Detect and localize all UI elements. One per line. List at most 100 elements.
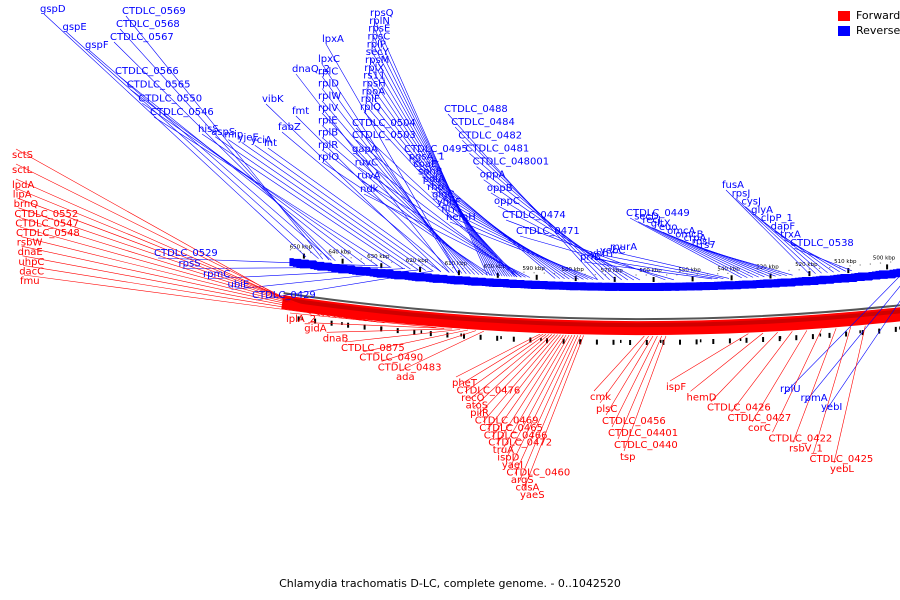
forward-gene-label: ada bbox=[396, 372, 415, 383]
forward-gene-label: atoS bbox=[466, 400, 489, 411]
reverse-gene-label: rplB bbox=[318, 128, 338, 139]
reverse-gene-label: rplD bbox=[318, 79, 339, 90]
kbp-label: 600 kbp bbox=[484, 264, 507, 270]
reverse-gene-label: rpsQ bbox=[370, 8, 394, 19]
reverse-gene-label: rho bbox=[427, 182, 443, 193]
reverse-gene-label: rpsS bbox=[179, 259, 201, 270]
callout-line bbox=[593, 335, 645, 392]
reverse-gene-label: gspE bbox=[63, 22, 87, 33]
forward-gene-tick bbox=[429, 331, 432, 337]
forward-gene-label: CTDLC_0548 bbox=[16, 228, 80, 239]
forward-gene-label: dacC bbox=[19, 266, 44, 277]
forward-gene-label: lplA_2 bbox=[286, 314, 316, 325]
callout-line bbox=[593, 258, 718, 280]
callout-line bbox=[295, 115, 454, 274]
reverse-gene-label: rplW bbox=[318, 91, 341, 102]
callout-line bbox=[772, 329, 822, 433]
kbp-label: 610 kbp bbox=[445, 261, 468, 267]
callout-line bbox=[613, 251, 730, 279]
callout-line bbox=[361, 180, 526, 278]
reverse-gene-label: lnt bbox=[264, 138, 277, 149]
reverse-gene-label: polA bbox=[423, 174, 445, 185]
forward-gene-label: cdsA bbox=[516, 483, 540, 494]
kbp-tick bbox=[613, 276, 616, 282]
forward-gene-tick bbox=[894, 326, 897, 332]
forward-gene-tick bbox=[446, 332, 449, 338]
reverse-gene-label: yjeE bbox=[238, 132, 259, 143]
forward-gene-label: rsbW bbox=[17, 238, 43, 249]
forward-gene-label: lipA bbox=[13, 190, 32, 201]
callout-line bbox=[455, 333, 541, 378]
reverse-gene-label: CTDLC_0495 bbox=[404, 144, 468, 155]
callout-line bbox=[19, 217, 349, 320]
callout-line bbox=[289, 312, 437, 328]
forward-gene-tick bbox=[645, 340, 648, 345]
callout-line bbox=[367, 72, 505, 277]
kbp-label: 500 kbp bbox=[873, 255, 896, 261]
forward-gene-tick bbox=[579, 339, 582, 345]
reverse-strand-genes bbox=[289, 258, 900, 291]
callout-line bbox=[22, 255, 373, 322]
reverse-gene-label: gspD bbox=[40, 4, 66, 15]
genome-backbone bbox=[281, 249, 900, 335]
forward-gene-label: CTDLC_0875 bbox=[341, 343, 405, 354]
reverse-gene-label: euo bbox=[659, 222, 678, 233]
callout-line bbox=[710, 331, 778, 402]
reverse-gene-label: rpsM bbox=[365, 55, 389, 66]
callout-line bbox=[731, 331, 793, 412]
reverse-gene-label: glgC bbox=[432, 189, 454, 200]
reverse-gene-label: murA bbox=[610, 242, 637, 253]
kbp-tick bbox=[419, 267, 422, 272]
callout-line bbox=[483, 179, 629, 281]
kbp-minor-tick bbox=[699, 339, 702, 343]
forward-gene-label: yebL bbox=[830, 464, 854, 475]
reverse-gene-label: CTDLC_0538 bbox=[790, 238, 854, 249]
forward-gene-tick bbox=[562, 338, 565, 344]
callout-line bbox=[153, 116, 391, 268]
callout-line bbox=[440, 206, 589, 280]
reverse-gene-label: lpxC bbox=[318, 54, 340, 65]
forward-gene-label: dnaB bbox=[323, 333, 349, 344]
callout-line bbox=[321, 161, 492, 276]
callout-line bbox=[366, 88, 510, 277]
reverse-gene-label: prfB bbox=[580, 252, 601, 263]
reverse-gene-label: CTDLC_0550 bbox=[138, 93, 202, 104]
reverse-gene-label: rplP bbox=[367, 39, 386, 50]
reverse-gene-label: rplO bbox=[318, 152, 339, 163]
reverse-gene-label: rpoA bbox=[362, 86, 386, 97]
callout-line bbox=[496, 334, 567, 445]
forward-gene-tick bbox=[778, 336, 781, 342]
callout-line bbox=[751, 330, 808, 423]
forward-gene-label: lpdA bbox=[12, 180, 34, 191]
callout-line bbox=[399, 330, 485, 372]
callout-line bbox=[813, 327, 851, 453]
kbp-tick bbox=[652, 277, 655, 282]
forward-gene-tick bbox=[728, 338, 731, 344]
callout-line bbox=[583, 261, 713, 280]
forward-gene-label: corC bbox=[748, 423, 771, 434]
callout-line bbox=[363, 111, 518, 278]
forward-gene-label: CTDLC_0472 bbox=[488, 438, 552, 449]
callout-line bbox=[15, 163, 320, 316]
kbp-tick bbox=[341, 258, 344, 264]
callout-line bbox=[417, 168, 565, 280]
callout-line bbox=[241, 142, 426, 271]
reverse-gene-label: ubiE bbox=[228, 280, 250, 291]
callout-line bbox=[462, 140, 610, 281]
reverse-gene-label: clpP_1 bbox=[761, 213, 793, 224]
reverse-gene-label: CTDLC_0449 bbox=[626, 208, 690, 219]
kbp-tick bbox=[574, 276, 577, 282]
callout-line bbox=[505, 334, 573, 460]
kbp-tick bbox=[847, 268, 850, 274]
callout-line bbox=[629, 217, 742, 279]
callout-line bbox=[638, 221, 748, 278]
kbp-label: 550 kbp bbox=[678, 267, 701, 273]
reverse-gene-label: dapF bbox=[771, 221, 796, 232]
forward-gene-tick bbox=[712, 339, 715, 344]
forward-gene-label: CTDLC_0552 bbox=[14, 209, 78, 220]
reverse-gene-label: gspF bbox=[85, 40, 109, 51]
kbp-label: 530 kbp bbox=[756, 265, 779, 271]
forward-gene-label: CTDLC_0460 bbox=[506, 468, 570, 479]
callout-line bbox=[119, 28, 330, 261]
reverse-gene-label: CTDLC_0488 bbox=[444, 104, 508, 115]
